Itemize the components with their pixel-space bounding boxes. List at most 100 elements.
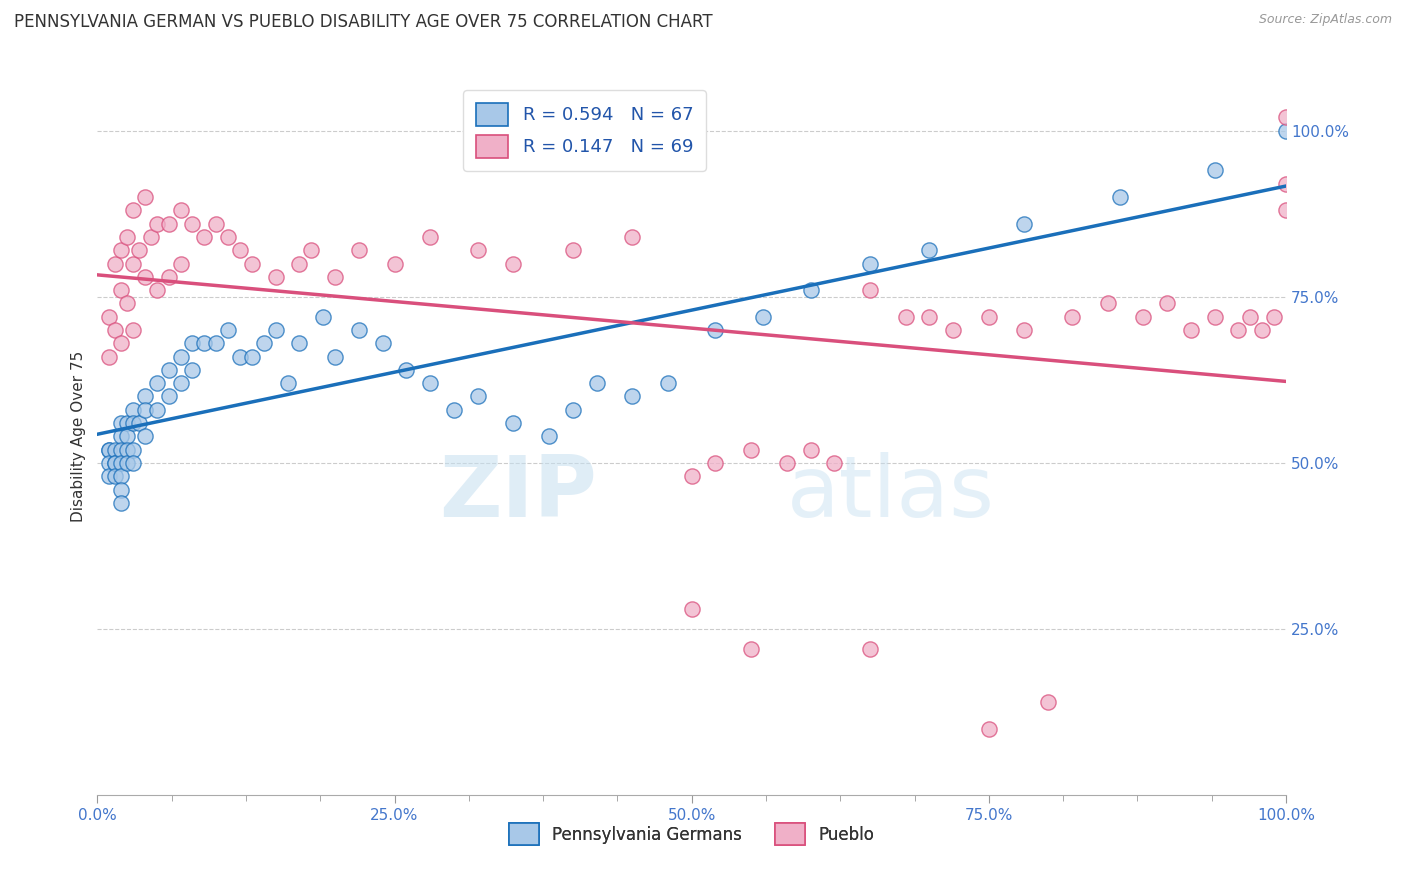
Point	[98, 469, 121, 483]
Point	[1156, 296, 1178, 310]
Point	[128, 244, 150, 258]
Point	[894, 310, 917, 324]
Point	[740, 442, 762, 457]
Point	[799, 442, 821, 457]
Y-axis label: Disability Age Over 75: Disability Age Over 75	[72, 351, 86, 522]
Point	[110, 244, 132, 258]
Legend: Pennsylvania Germans, Pueblo: Pennsylvania Germans, Pueblo	[502, 817, 882, 852]
Point	[277, 376, 299, 391]
Point	[1275, 203, 1298, 218]
Point	[157, 389, 180, 403]
Point	[323, 350, 346, 364]
Text: Source: ZipAtlas.com: Source: ZipAtlas.com	[1258, 13, 1392, 27]
Point	[205, 336, 228, 351]
Point	[104, 469, 127, 483]
Point	[621, 389, 644, 403]
Point	[443, 402, 465, 417]
Point	[419, 230, 441, 244]
Point	[1180, 323, 1202, 337]
Point	[1108, 190, 1130, 204]
Point	[217, 323, 239, 337]
Point	[134, 269, 156, 284]
Point	[776, 456, 799, 470]
Point	[621, 230, 644, 244]
Point	[98, 310, 121, 324]
Point	[502, 256, 524, 270]
Point	[1275, 177, 1298, 191]
Point	[122, 442, 145, 457]
Point	[229, 350, 252, 364]
Point	[193, 336, 215, 351]
Point	[467, 244, 489, 258]
Point	[110, 469, 132, 483]
Point	[419, 376, 441, 391]
Point	[98, 456, 121, 470]
Point	[561, 244, 583, 258]
Point	[217, 230, 239, 244]
Point	[122, 402, 145, 417]
Point	[347, 244, 370, 258]
Point	[585, 376, 607, 391]
Point	[146, 376, 169, 391]
Point	[104, 456, 127, 470]
Point	[169, 256, 191, 270]
Point	[134, 429, 156, 443]
Point	[288, 336, 311, 351]
Point	[299, 244, 322, 258]
Point	[537, 429, 560, 443]
Point	[157, 217, 180, 231]
Point	[395, 363, 418, 377]
Point	[1060, 310, 1083, 324]
Point	[1038, 695, 1060, 709]
Point	[681, 602, 703, 616]
Point	[104, 442, 127, 457]
Point	[561, 402, 583, 417]
Point	[1263, 310, 1285, 324]
Point	[859, 642, 882, 657]
Point	[128, 416, 150, 430]
Point	[169, 350, 191, 364]
Point	[193, 230, 215, 244]
Point	[115, 429, 138, 443]
Point	[1014, 323, 1036, 337]
Point	[169, 203, 191, 218]
Point	[205, 217, 228, 231]
Point	[240, 256, 263, 270]
Point	[169, 376, 191, 391]
Point	[1204, 310, 1226, 324]
Point	[859, 283, 882, 297]
Point	[104, 256, 127, 270]
Point	[104, 456, 127, 470]
Point	[942, 323, 965, 337]
Point	[122, 416, 145, 430]
Point	[122, 256, 145, 270]
Point	[240, 350, 263, 364]
Point	[752, 310, 775, 324]
Point	[157, 269, 180, 284]
Point	[977, 722, 1000, 736]
Point	[799, 283, 821, 297]
Point	[1275, 111, 1298, 125]
Point	[134, 402, 156, 417]
Point	[110, 416, 132, 430]
Point	[157, 363, 180, 377]
Point	[681, 469, 703, 483]
Point	[253, 336, 276, 351]
Text: ZIP: ZIP	[439, 452, 596, 535]
Point	[323, 269, 346, 284]
Point	[502, 416, 524, 430]
Point	[181, 336, 204, 351]
Text: PENNSYLVANIA GERMAN VS PUEBLO DISABILITY AGE OVER 75 CORRELATION CHART: PENNSYLVANIA GERMAN VS PUEBLO DISABILITY…	[14, 13, 713, 31]
Point	[657, 376, 679, 391]
Point	[1239, 310, 1261, 324]
Point	[115, 416, 138, 430]
Point	[1132, 310, 1154, 324]
Point	[98, 442, 121, 457]
Point	[371, 336, 394, 351]
Point	[1251, 323, 1274, 337]
Point	[312, 310, 335, 324]
Point	[977, 310, 1000, 324]
Point	[122, 456, 145, 470]
Point	[110, 283, 132, 297]
Point	[98, 350, 121, 364]
